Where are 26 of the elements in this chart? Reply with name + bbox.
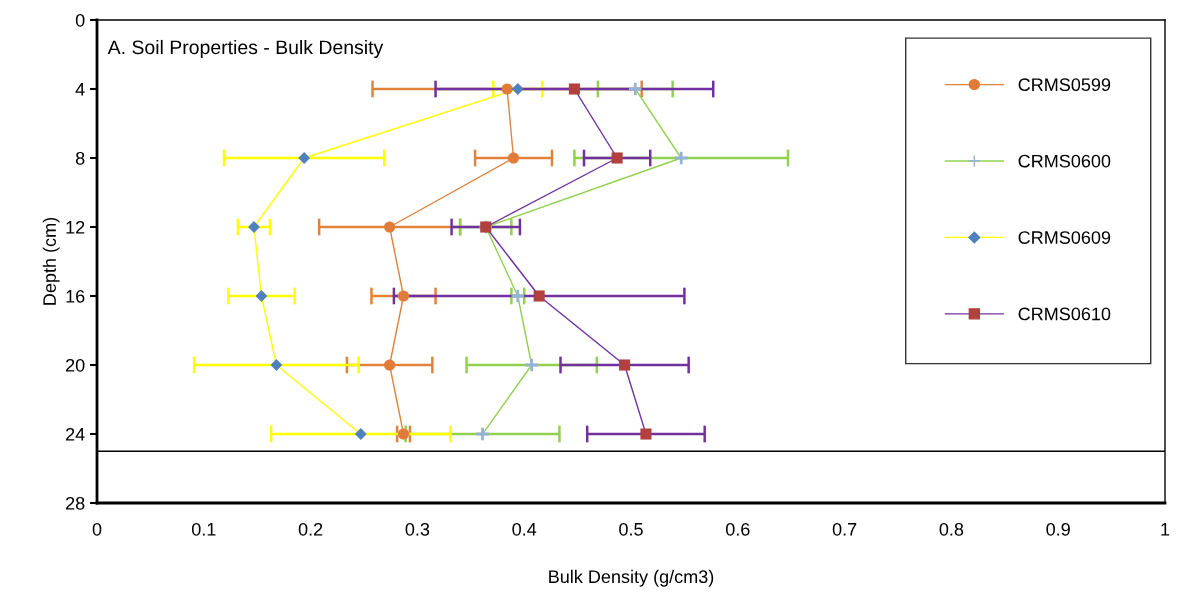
x-axis-title: Bulk Density (g/cm3): [549, 569, 714, 587]
x-tick-label: 0: [92, 522, 102, 536]
legend-label: CRMS0600: [1018, 154, 1111, 168]
y-axis-title: Depth (cm): [42, 217, 60, 305]
y-tick-label: 4: [75, 83, 85, 96]
legend-label: CRMS0610: [1018, 307, 1111, 321]
legend-label: CRMS0599: [1018, 78, 1111, 92]
x-tick-label: 0.1: [191, 522, 216, 536]
x-tick-label: 0.8: [939, 522, 964, 536]
x-tick-label: 1: [1161, 523, 1170, 536]
y-tick-label: 16: [66, 289, 85, 303]
y-tick-label: 8: [75, 151, 85, 165]
y-tick-label: 12: [66, 220, 85, 234]
legend-label: CRMS0609: [1018, 231, 1111, 244]
x-tick-label: 0.7: [832, 522, 857, 536]
y-tick-label: 24: [66, 427, 85, 441]
x-tick-label: 0.5: [619, 522, 643, 536]
x-tick-label: 0.4: [512, 522, 537, 536]
x-tick-label: 0.6: [725, 522, 750, 536]
y-tick-label: 20: [66, 358, 85, 372]
x-tick-label: 0.9: [1046, 522, 1070, 536]
x-tick-label: 0.3: [405, 522, 430, 536]
y-tick-label: 0: [75, 13, 85, 27]
y-tick-label: 28: [66, 496, 85, 510]
annotation: A. Soil Properties - Bulk Density: [107, 39, 384, 59]
x-tick-label: 0.2: [298, 522, 323, 536]
